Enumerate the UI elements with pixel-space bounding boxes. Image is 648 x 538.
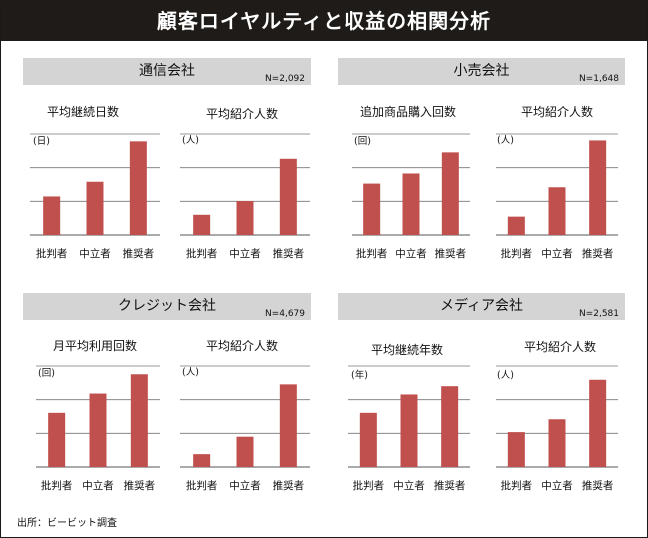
chart-title: 平均紹介人数 bbox=[520, 105, 593, 119]
bar bbox=[48, 412, 66, 467]
category-label: 推奨者 bbox=[273, 247, 305, 260]
unit-label: (人) bbox=[497, 135, 514, 146]
chart-title: 平均紹介人数 bbox=[205, 107, 278, 121]
bar bbox=[400, 394, 418, 467]
bar bbox=[43, 196, 61, 235]
bar bbox=[236, 201, 254, 235]
bar bbox=[89, 393, 107, 467]
bar bbox=[589, 379, 607, 467]
bar bbox=[359, 412, 377, 467]
sample-size: N=2,581 bbox=[578, 309, 619, 319]
section-header-telecom: 通信会社 N=2,092 bbox=[23, 58, 311, 85]
bar bbox=[402, 173, 420, 235]
category-label: 批判者 bbox=[186, 479, 218, 492]
category-label: 批判者 bbox=[501, 479, 532, 492]
bar bbox=[236, 436, 254, 467]
page-title: 顧客ロイヤルティと収益の相関分析 bbox=[1, 1, 647, 41]
bar bbox=[548, 187, 566, 235]
category-label: 批判者 bbox=[501, 247, 532, 260]
category-label: 推奨者 bbox=[273, 479, 305, 492]
chart-title: 平均継続年数 bbox=[370, 343, 443, 357]
bar bbox=[507, 432, 525, 467]
category-label: 中立者 bbox=[393, 479, 425, 492]
category-label: 批判者 bbox=[353, 479, 385, 492]
chart-title: 平均紹介人数 bbox=[205, 339, 278, 353]
section-header-credit: クレジット会社 N=4,679 bbox=[23, 293, 311, 320]
unit-label: (人) bbox=[182, 367, 199, 378]
chart-title: 月平均利用回数 bbox=[52, 339, 137, 353]
unit-label: (年) bbox=[351, 370, 368, 381]
section-title: 小売会社 bbox=[453, 63, 510, 79]
source-note: 出所：ビービット調査 bbox=[17, 518, 117, 529]
unit-label: (日) bbox=[33, 136, 50, 147]
bar-chart: 批判者 中立者 推奨者 bbox=[352, 133, 470, 260]
category-label: 批判者 bbox=[186, 247, 218, 260]
bar bbox=[279, 384, 297, 467]
section-header-retail: 小売会社 N=1,648 bbox=[338, 58, 625, 85]
bar bbox=[441, 386, 459, 467]
category-label: 推奨者 bbox=[123, 247, 155, 260]
unit-label: (人) bbox=[497, 370, 514, 381]
category-label: 中立者 bbox=[82, 479, 114, 492]
bar-chart: 批判者 中立者 推奨者 bbox=[496, 133, 618, 260]
category-label: 推奨者 bbox=[124, 479, 156, 492]
unit-label: (人) bbox=[182, 135, 199, 146]
bar bbox=[589, 140, 607, 235]
section-header-media: メディア会社 N=2,581 bbox=[338, 293, 625, 320]
bar bbox=[130, 374, 148, 467]
bar bbox=[548, 419, 566, 467]
category-label: 中立者 bbox=[541, 479, 573, 492]
category-label: 中立者 bbox=[541, 247, 573, 260]
bar bbox=[279, 158, 297, 235]
category-label: 批判者 bbox=[41, 479, 73, 492]
chart-title: 追加商品購入回数 bbox=[359, 105, 456, 119]
bar bbox=[129, 141, 147, 235]
sample-size: N=1,648 bbox=[578, 74, 619, 84]
bar-chart: 批判者 中立者 推奨者 bbox=[180, 133, 310, 260]
bar bbox=[363, 183, 381, 235]
category-label: 推奨者 bbox=[582, 247, 614, 260]
category-label: 推奨者 bbox=[434, 479, 466, 492]
section-title: クレジット会社 bbox=[118, 298, 216, 314]
unit-label: (回) bbox=[38, 368, 55, 379]
bar-chart: 批判者 中立者 推奨者 bbox=[30, 133, 160, 260]
bar-chart: 批判者 中立者 推奨者 bbox=[348, 365, 470, 492]
bar-chart: 批判者 中立者 推奨者 bbox=[496, 365, 618, 492]
bar bbox=[441, 152, 459, 235]
sample-size: N=4,679 bbox=[264, 309, 305, 319]
category-label: 中立者 bbox=[229, 479, 261, 492]
unit-label: (回) bbox=[354, 136, 371, 147]
section-title: メディア会社 bbox=[439, 298, 524, 314]
bar bbox=[86, 181, 104, 235]
bar-chart: 批判者 中立者 推奨者 bbox=[36, 365, 160, 492]
category-label: 推奨者 bbox=[582, 479, 614, 492]
category-label: 推奨者 bbox=[435, 247, 467, 260]
bar bbox=[193, 214, 211, 235]
chart-title: 平均継続日数 bbox=[46, 105, 119, 119]
sample-size: N=2,092 bbox=[264, 74, 305, 84]
category-label: 中立者 bbox=[79, 247, 111, 260]
category-label: 中立者 bbox=[395, 247, 427, 260]
category-label: 中立者 bbox=[229, 247, 261, 260]
bar bbox=[193, 454, 211, 467]
category-label: 批判者 bbox=[356, 247, 388, 260]
section-title: 通信会社 bbox=[139, 63, 195, 79]
category-label: 批判者 bbox=[36, 247, 68, 260]
bar-chart: 批判者 中立者 推奨者 bbox=[180, 365, 310, 492]
chart-title: 平均紹介人数 bbox=[523, 340, 596, 354]
bar bbox=[507, 216, 525, 235]
